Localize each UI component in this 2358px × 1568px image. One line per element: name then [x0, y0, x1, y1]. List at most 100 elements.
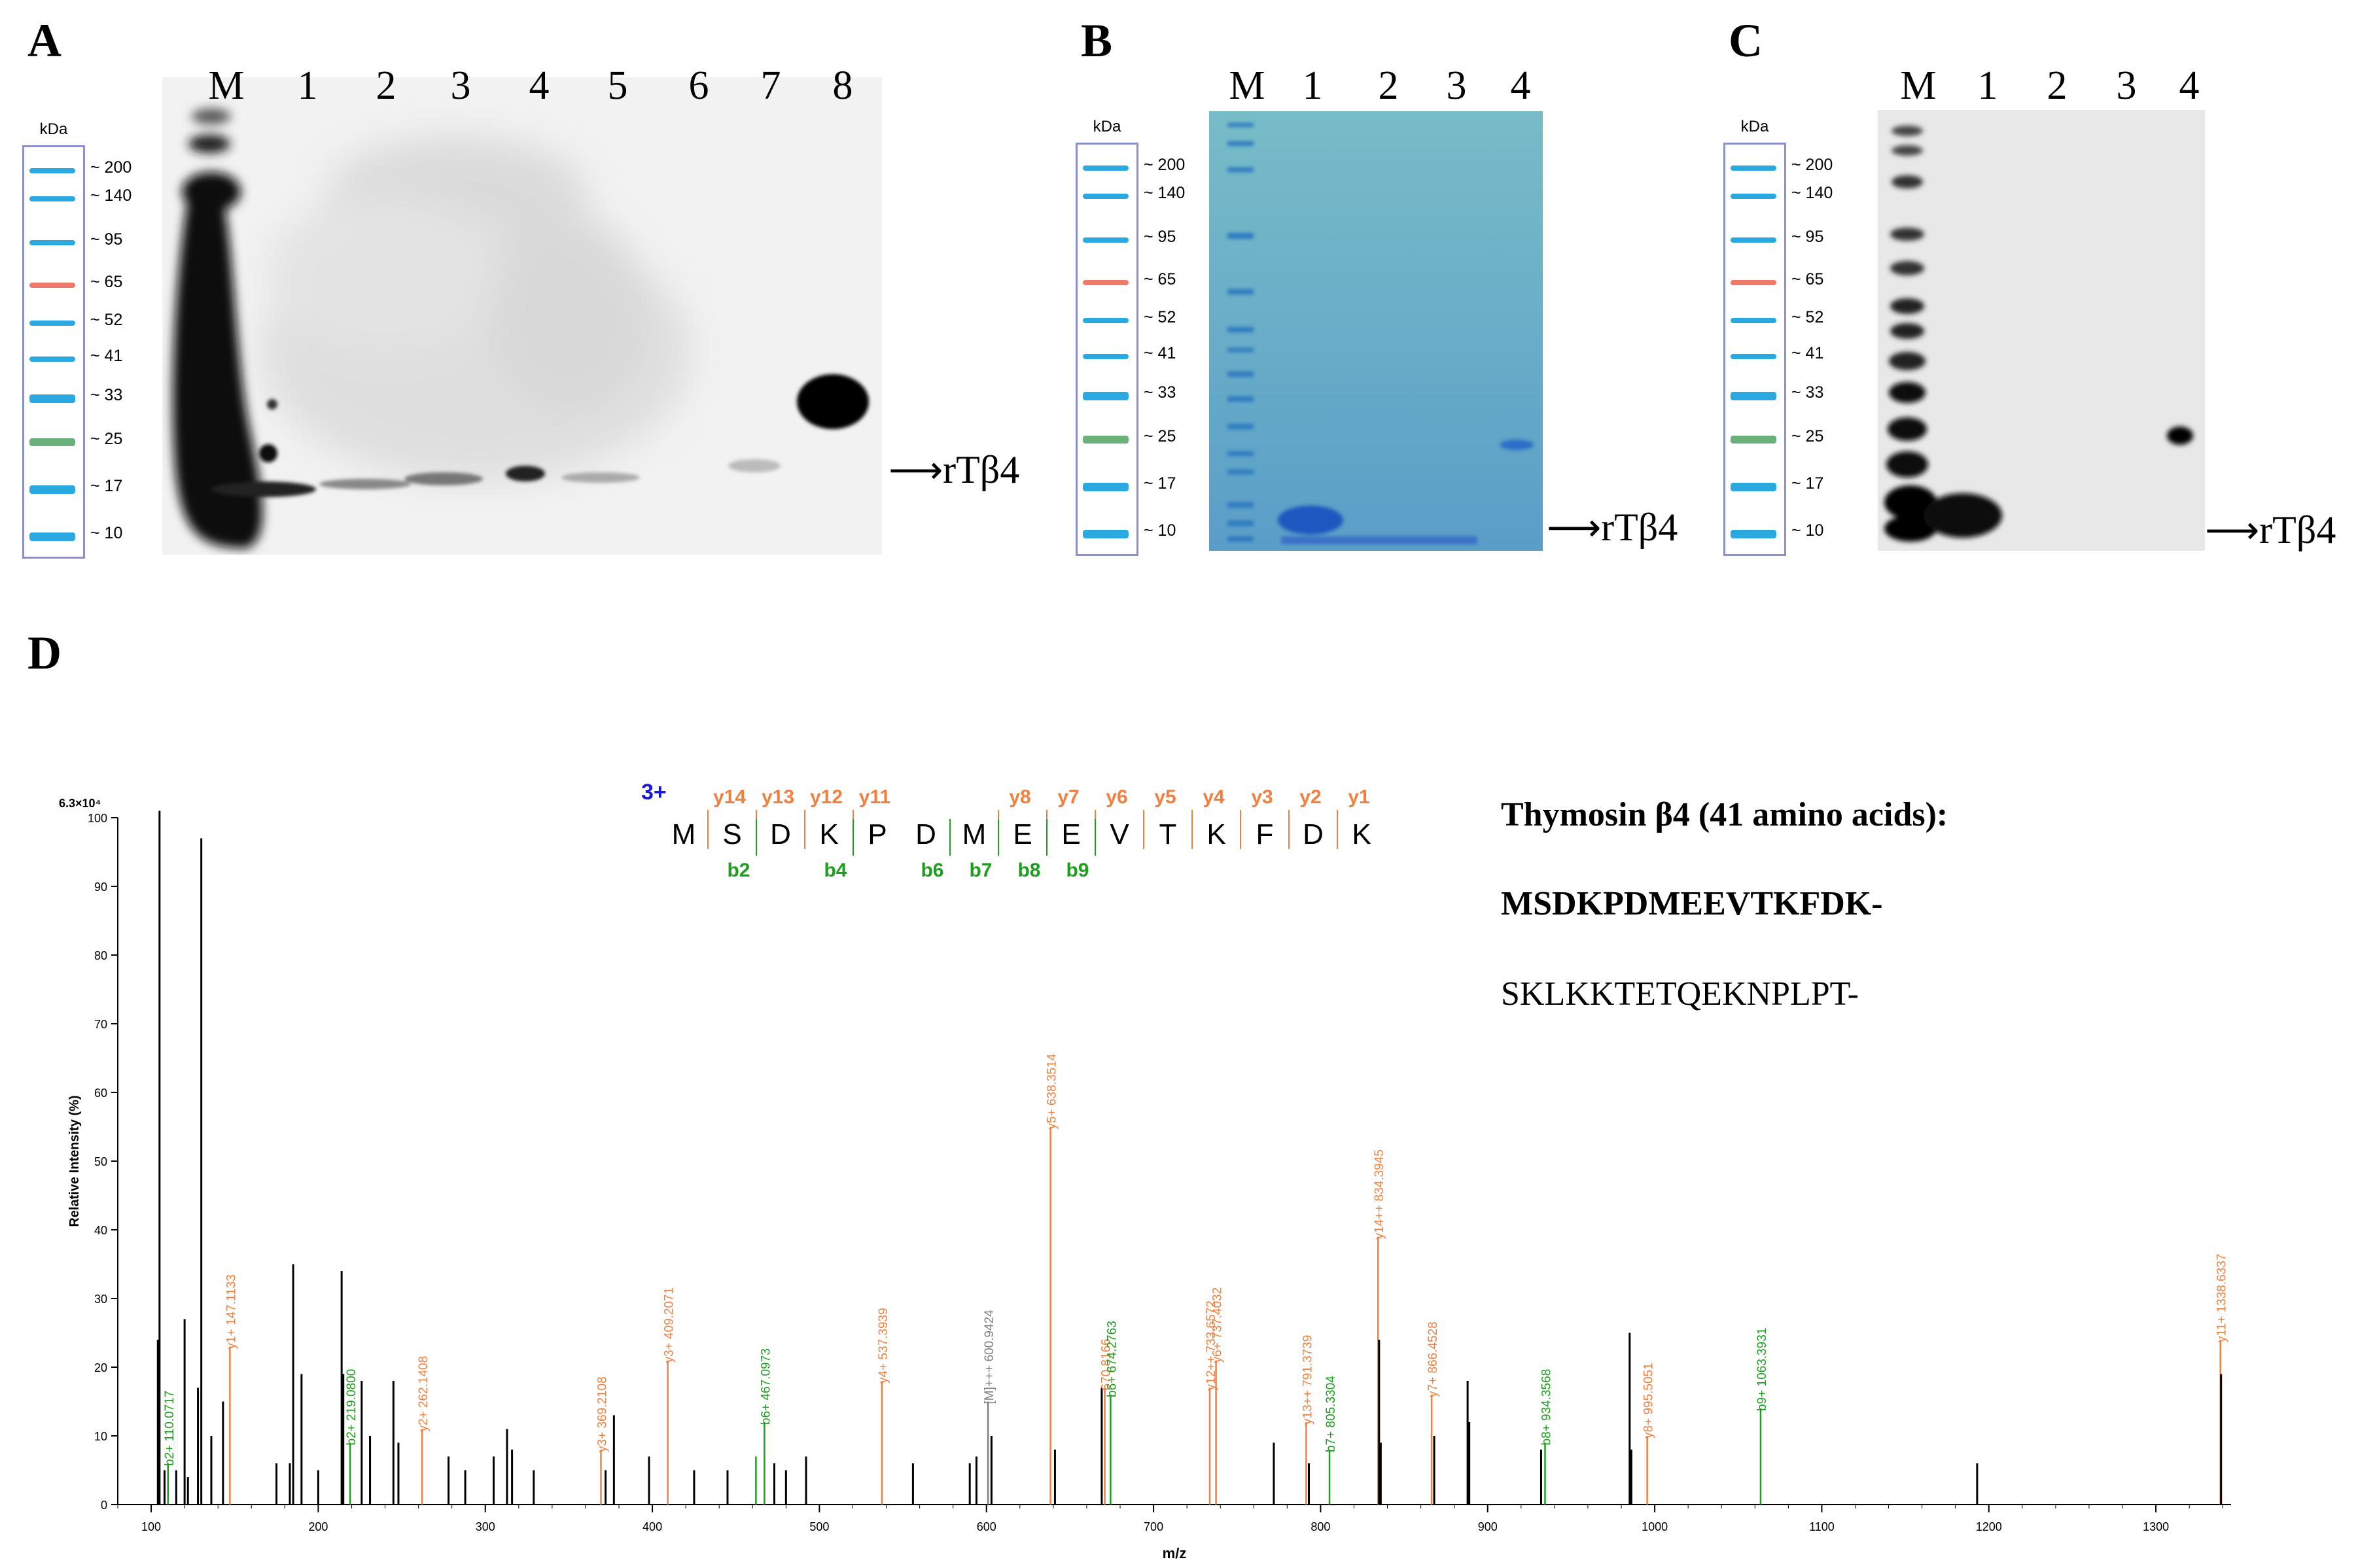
y-ion-label: y6	[1106, 786, 1127, 808]
sequence-residue: K	[1206, 818, 1225, 850]
ladder-b-unit: kDa	[1093, 118, 1121, 135]
ladder-band	[1083, 482, 1129, 491]
blot-a	[162, 77, 882, 555]
x-tick-label: 400	[642, 1520, 662, 1533]
x-tick-label: 500	[809, 1520, 829, 1533]
peak-label: y4+ 537.3939	[877, 1308, 890, 1384]
b-ion-label: b7	[969, 860, 992, 881]
ladder-marker-label: ~ 17	[1791, 474, 1824, 493]
peak-label: b6+ 674.2763	[1105, 1321, 1119, 1397]
peak-label: b2+ 110.0717	[163, 1391, 177, 1466]
lane-label-a: 5	[607, 63, 628, 108]
peak-label: y13++ 791.3739	[1301, 1335, 1314, 1425]
ladder-band	[1731, 317, 1776, 323]
ladder-marker-label: ~ 140	[1791, 184, 1833, 203]
lane-label-a: 1	[297, 63, 318, 108]
ladder-band	[1083, 436, 1129, 444]
ladder-band	[1083, 529, 1129, 538]
ms-spectrum: 0 10 20 30 40 50 60 70 80 90 100 100 200 300 400 500 600…	[59, 797, 2231, 1561]
ladder-marker-label: ~ 17	[1144, 474, 1176, 493]
ladder-marker-label: ~ 33	[1791, 383, 1824, 402]
ladder-marker-label: ~ 52	[1144, 307, 1176, 326]
arrow-right-icon: ⟶	[1547, 505, 1602, 549]
panel-a-letter: A	[27, 14, 62, 67]
sequence-residue: K	[819, 818, 838, 850]
x-tick-label: 1100	[1809, 1520, 1835, 1533]
y-tick-label: 10	[94, 1430, 107, 1443]
ladder-band	[1083, 317, 1129, 323]
ladder-band	[1731, 237, 1776, 243]
lane-label-c: 2	[2047, 63, 2068, 108]
peak-label: y7+ 866.4528	[1426, 1321, 1440, 1397]
ladder-band	[1083, 237, 1129, 243]
lane-label-c: M	[1900, 63, 1937, 108]
ladder-band	[1731, 529, 1776, 538]
lane-label-b: 1	[1302, 63, 1323, 108]
ladder-marker-label: ~ 65	[1144, 270, 1176, 289]
lane-label-a: 3	[450, 63, 471, 108]
ladder-band	[29, 438, 75, 447]
peak-label: y2+ 262.1408	[417, 1356, 431, 1432]
ladder-marker-label: ~ 95	[1144, 228, 1176, 247]
lane-label-b: 4	[1510, 63, 1531, 108]
sequence-residue: P	[868, 818, 887, 850]
sequence-residue: D	[1303, 818, 1324, 850]
ladder-band	[29, 196, 75, 202]
ladder-c-unit: kDa	[1740, 118, 1769, 135]
sequence-rest: SKLKKTETQEKNPLPT-	[1501, 975, 1859, 1013]
peak-label: y6+ 737.4032	[1211, 1287, 1225, 1363]
ladder-marker-label: ~ 17	[90, 477, 123, 496]
ladder-marker-label: ~ 25	[1144, 427, 1176, 446]
y-ion-label: y13	[762, 786, 794, 808]
sequence-residue: S	[722, 818, 741, 850]
sequence-bold: MSDKPDMEEVTKFDK-	[1501, 885, 1883, 922]
ladder-band	[29, 283, 75, 288]
y-ion-label: y14	[713, 786, 746, 808]
ladder-band	[1083, 354, 1129, 359]
y-tick-label: 80	[94, 949, 107, 962]
y-tick-label: 60	[94, 1087, 107, 1100]
sequence-residue: V	[1110, 818, 1129, 850]
ladder-a	[22, 145, 85, 559]
x-tick-label: 300	[476, 1520, 495, 1533]
arrow-right-icon: ⟶	[889, 447, 943, 492]
x-tick-label: 800	[1311, 1520, 1330, 1533]
b-ion-label: b2	[727, 860, 750, 881]
peak-label: y3+ 409.2071	[663, 1287, 677, 1363]
x-tick-label: 1300	[2143, 1520, 2169, 1533]
ladder-band	[29, 240, 75, 246]
peak-label: 670.8166	[1100, 1338, 1114, 1390]
blot-c-image	[1878, 110, 2205, 551]
x-tick-label: 1200	[1976, 1520, 2002, 1533]
sequence-residue: D	[770, 818, 791, 850]
ladder-marker-label: ~ 33	[90, 386, 123, 404]
lane-label-a: 7	[760, 63, 781, 108]
ladder-marker-label: ~ 33	[1144, 383, 1176, 402]
peak-label: y14++ 834.3945	[1373, 1149, 1386, 1239]
gel-b-image	[1209, 111, 1543, 551]
lane-label-c: 4	[2179, 63, 2200, 108]
ladder-marker-label: ~ 10	[1144, 521, 1176, 540]
ladder-marker-label: ~ 10	[1791, 521, 1824, 540]
peak-label: y3+ 369.2108	[595, 1376, 609, 1452]
y-ion-label: y2	[1299, 786, 1321, 808]
sequence-residue: T	[1159, 818, 1177, 850]
peak-label: b8+ 934.3568	[1540, 1369, 1553, 1446]
y-ion-label: y3	[1251, 786, 1273, 808]
blot-c	[1878, 110, 2205, 551]
lane-label-a: 6	[688, 63, 709, 108]
lane-label-a: 2	[376, 63, 396, 108]
panel-d-letter: D	[27, 627, 62, 679]
y-axis-label: Relative Intensity (%)	[67, 1095, 82, 1227]
sequence-title: Thymosin β4 (41 amino acids):	[1501, 796, 1948, 833]
panel-b-rtb4-label: ⟶rTβ4	[1547, 508, 1678, 547]
x-axis-label: m/z	[1163, 1545, 1187, 1561]
lane-label-b: M	[1229, 63, 1265, 108]
sequence-residue: M	[962, 818, 987, 850]
ladder-band	[29, 320, 75, 326]
lane-label-c: 1	[1977, 63, 1998, 108]
peak-label: y1+ 147.1133	[224, 1274, 238, 1349]
y-tick-label: 90	[94, 880, 107, 894]
y-tick-label: 100	[88, 812, 107, 825]
